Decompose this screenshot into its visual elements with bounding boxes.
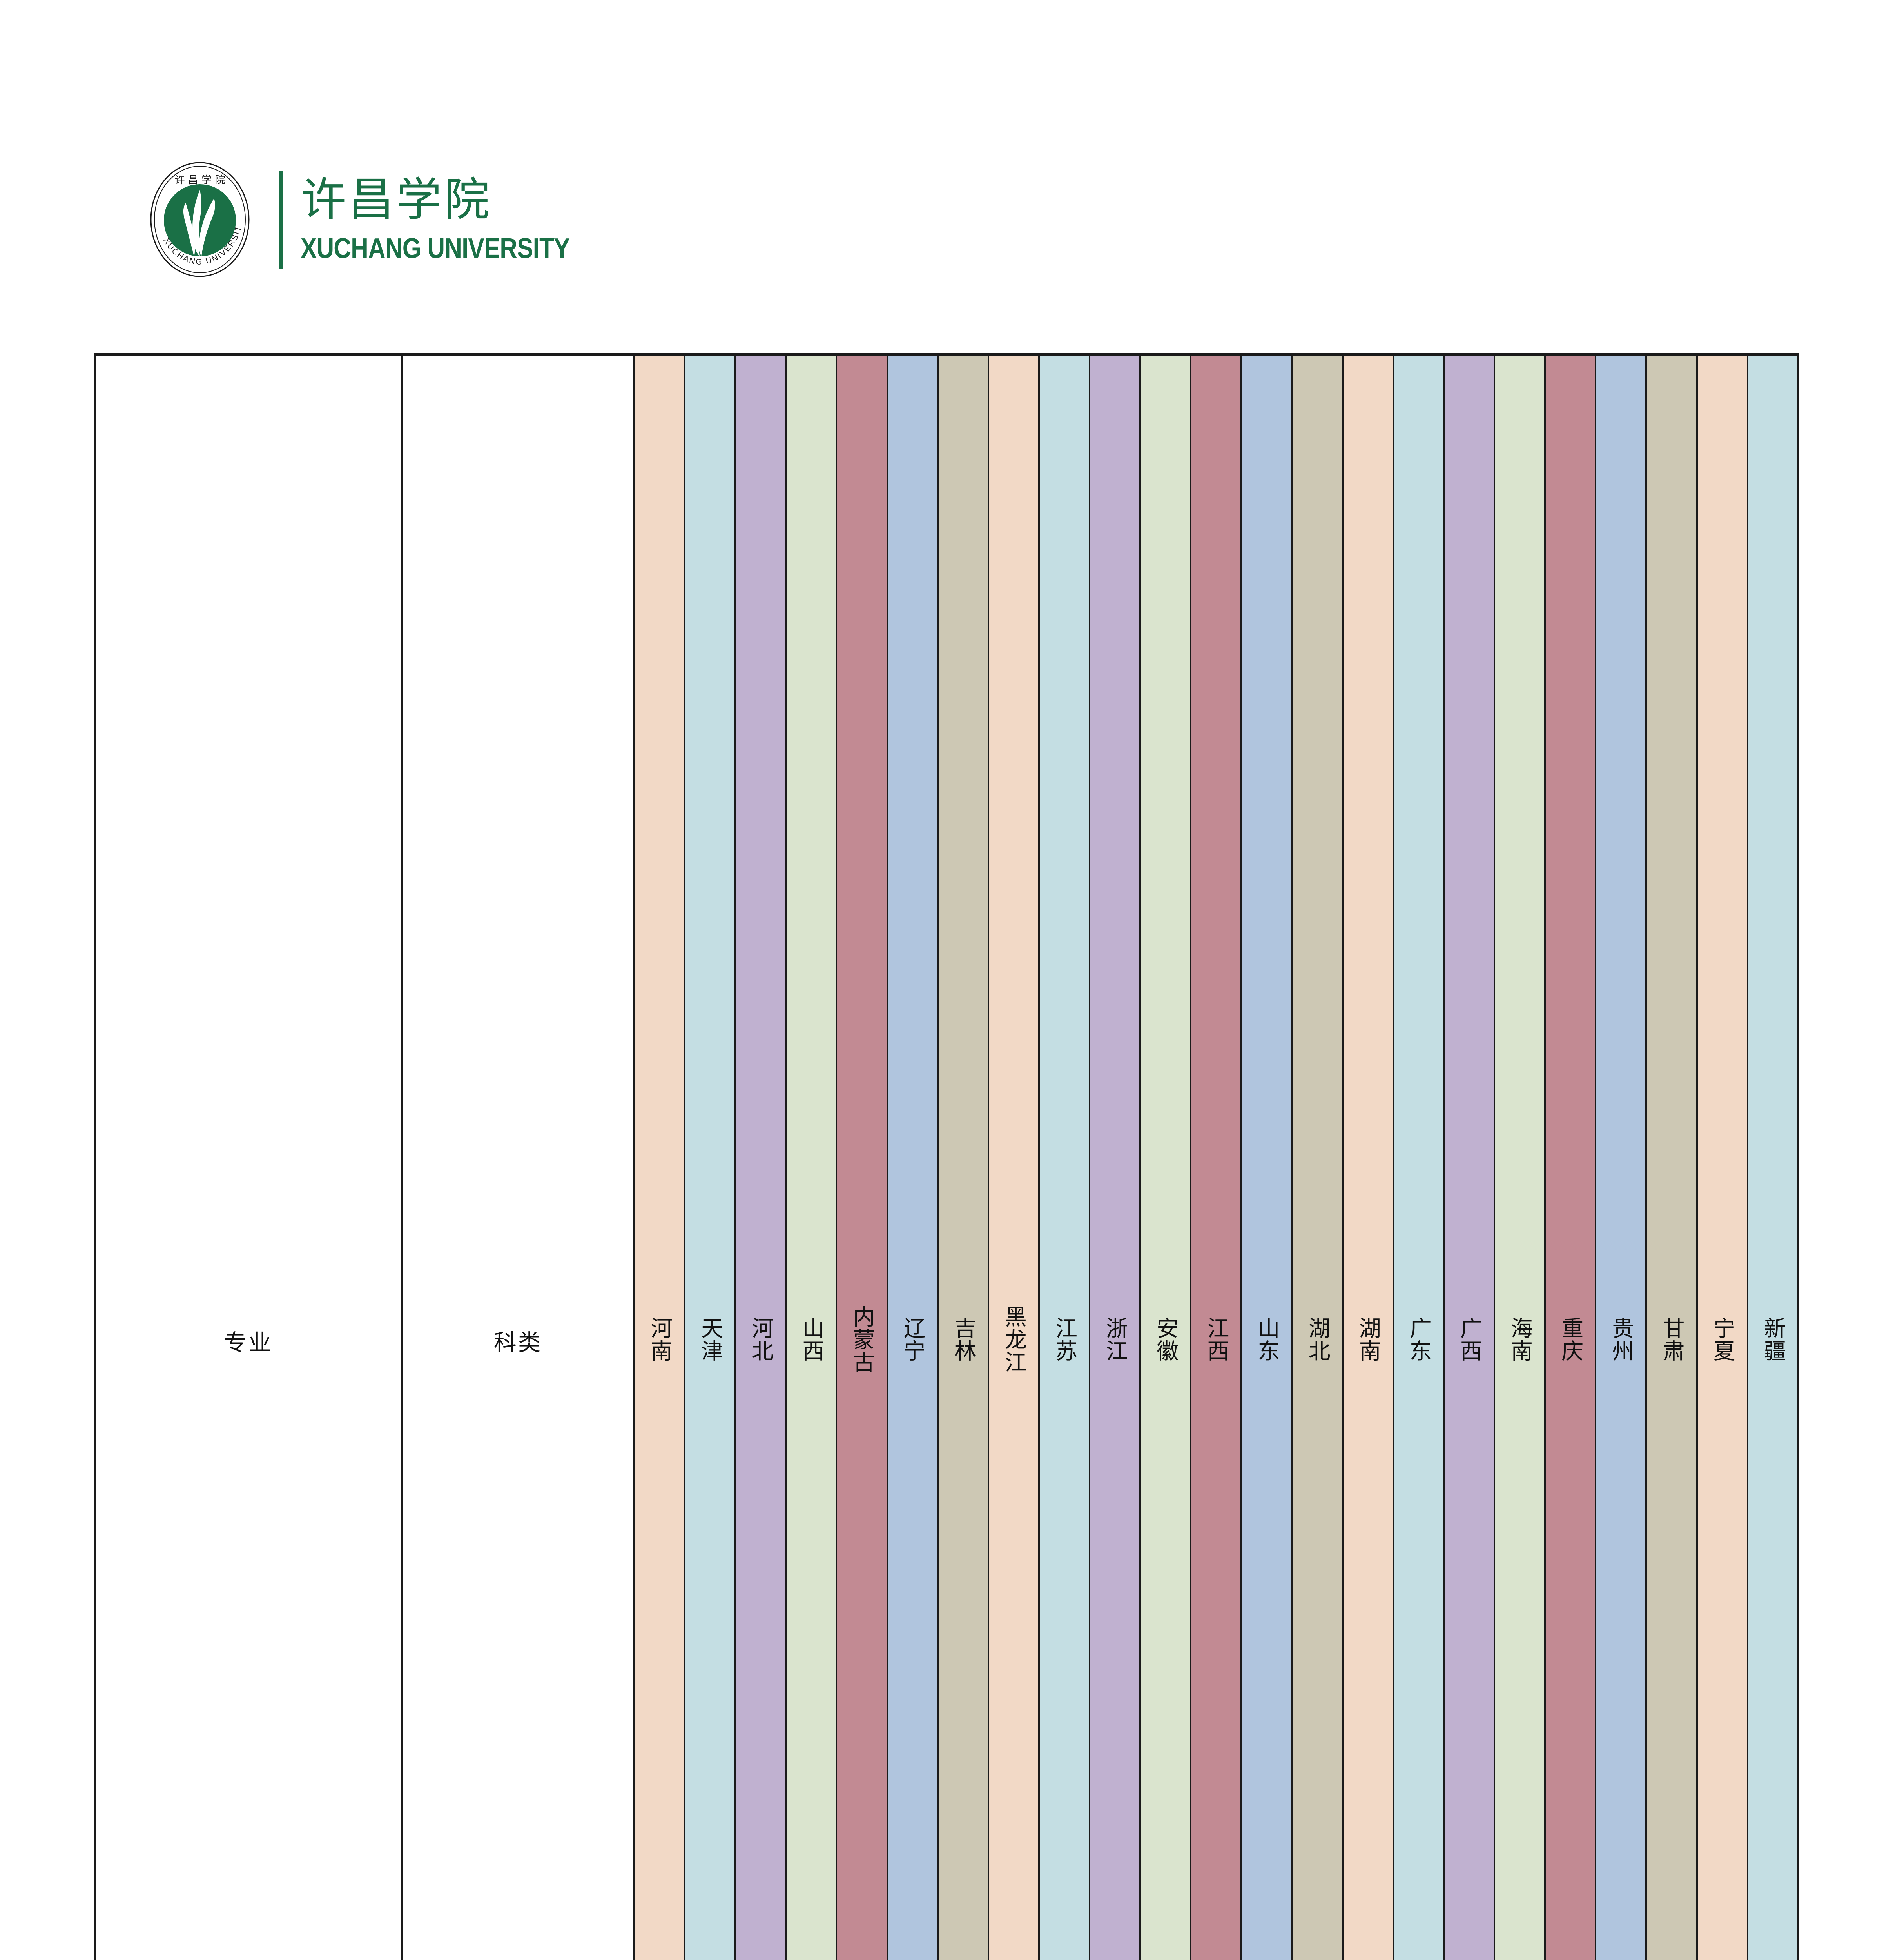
header-province: 浙江 (1089, 354, 1141, 1960)
province-label: 山东 (1254, 1317, 1280, 1362)
header-province: 河南 (633, 354, 686, 1960)
header-category: 科类 (401, 354, 635, 1960)
header-province: 山东 (1240, 354, 1293, 1960)
province-label: 宁夏 (1710, 1317, 1735, 1362)
admission-table-wrapper: 专业 科类 河南 天津 河北 山西 内蒙古 辽宁 吉林 黑龙江 江苏 浙江 安徽 江西 山东 湖北 湖南 广东… (94, 353, 1799, 1960)
header-province: 江苏 (1038, 354, 1091, 1960)
header-province: 广西 (1443, 354, 1496, 1960)
province-label: 广东 (1406, 1317, 1432, 1362)
header-province: 辽宁 (886, 354, 939, 1960)
header-province: 广东 (1392, 354, 1445, 1960)
header-province: 新疆 (1746, 354, 1799, 1960)
header-province: 重庆 (1544, 354, 1597, 1960)
province-label: 河北 (748, 1317, 774, 1362)
province-label: 辽宁 (900, 1317, 926, 1362)
header-province: 江西 (1190, 354, 1242, 1960)
header-province: 安徽 (1139, 354, 1192, 1960)
header-province: 内蒙古 (836, 354, 888, 1960)
header-province: 宁夏 (1696, 354, 1748, 1960)
province-label: 吉林 (950, 1317, 976, 1362)
university-logo-icon: 许 昌 学 院 XUCHANG UNIVERSITY (138, 154, 259, 278)
university-name-cn: 许昌学院 (301, 173, 492, 226)
province-label: 广西 (1456, 1317, 1482, 1362)
province-label: 江苏 (1052, 1317, 1077, 1362)
header-row: 专业 科类 河南 天津 河北 山西 内蒙古 辽宁 吉林 黑龙江 江苏 浙江 安徽 江西 山东 湖北 湖南 广东… (94, 354, 1799, 1960)
header-province: 黑龙江 (987, 354, 1040, 1960)
province-label: 湖南 (1355, 1317, 1381, 1362)
table-head: 专业 科类 河南 天津 河北 山西 内蒙古 辽宁 吉林 黑龙江 江苏 浙江 安徽 江西 山东 湖北 湖南 广东… (94, 354, 1799, 1960)
province-label: 天津 (697, 1317, 723, 1362)
brand-text-block: 许昌学院 XUCHANG UNIVERSITY (301, 167, 613, 272)
header-province: 吉林 (937, 354, 989, 1960)
province-label: 浙江 (1102, 1317, 1128, 1362)
province-label: 新疆 (1760, 1317, 1786, 1362)
province-label: 内蒙古 (849, 1305, 875, 1374)
province-label: 甘肃 (1659, 1317, 1685, 1362)
province-label: 河南 (647, 1317, 673, 1362)
header-major: 专业 (94, 354, 403, 1960)
svg-text:许 昌 学 院: 许 昌 学 院 (175, 174, 225, 186)
header-province: 甘肃 (1645, 354, 1698, 1960)
university-name-en: XUCHANG UNIVERSITY (301, 232, 570, 264)
header-province: 山西 (785, 354, 838, 1960)
province-label: 海南 (1507, 1317, 1533, 1362)
province-label: 山西 (798, 1317, 824, 1362)
province-label: 江西 (1203, 1317, 1229, 1362)
header-province: 海南 (1494, 354, 1546, 1960)
province-label: 安徽 (1153, 1317, 1179, 1362)
province-label: 贵州 (1608, 1317, 1634, 1362)
brand-header: 许 昌 学 院 XUCHANG UNIVERSITY 许昌学院 XUCHANG … (138, 154, 613, 282)
header-province: 湖北 (1291, 354, 1344, 1960)
province-label: 黑龙江 (1001, 1305, 1027, 1374)
header-province: 湖南 (1342, 354, 1394, 1960)
province-label: 重庆 (1558, 1317, 1583, 1362)
brand-divider (279, 171, 283, 269)
header-province: 天津 (684, 354, 736, 1960)
admission-plan-table: 专业 科类 河南 天津 河北 山西 内蒙古 辽宁 吉林 黑龙江 江苏 浙江 安徽 江西 山东 湖北 湖南 广东… (94, 353, 1799, 1960)
province-label: 湖北 (1305, 1317, 1331, 1362)
header-province: 贵州 (1595, 354, 1647, 1960)
header-province: 河北 (734, 354, 787, 1960)
